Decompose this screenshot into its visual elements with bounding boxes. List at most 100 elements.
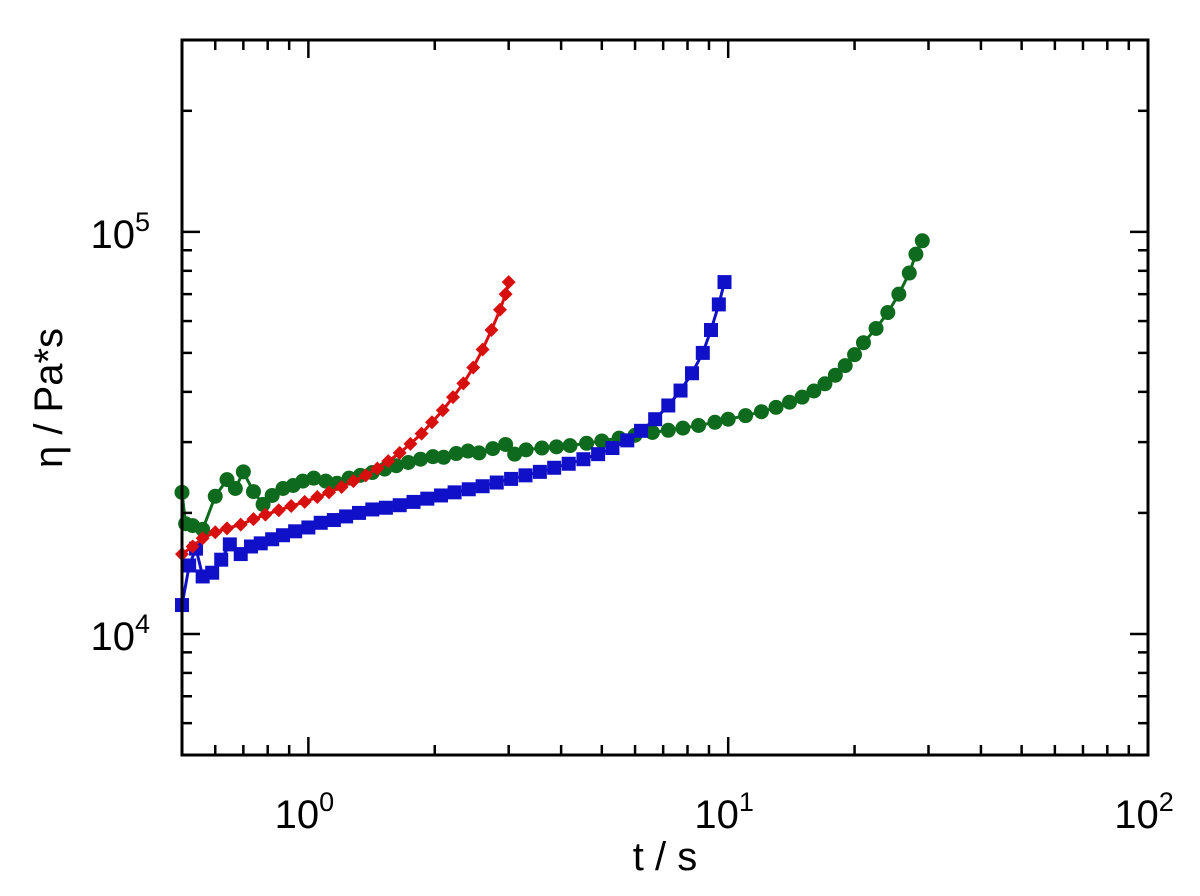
data-point <box>547 460 562 475</box>
data-point <box>253 536 268 551</box>
data-point <box>591 447 606 462</box>
data-point <box>485 441 501 457</box>
data-point <box>297 494 312 509</box>
data-point <box>794 389 810 405</box>
data-point <box>233 517 248 532</box>
data-point <box>207 488 223 504</box>
data-point <box>358 468 373 483</box>
data-point <box>264 487 280 503</box>
data-point <box>275 528 290 543</box>
y-tick-label: 105 <box>90 207 150 257</box>
x-tick-label: 101 <box>694 787 754 837</box>
data-point <box>461 482 476 497</box>
data-point <box>246 512 261 527</box>
data-point <box>492 302 507 317</box>
data-point <box>445 390 460 405</box>
ticks-layer <box>180 38 1150 757</box>
data-point <box>436 449 452 465</box>
data-point <box>695 345 710 360</box>
data-point <box>847 347 863 363</box>
data-point <box>195 531 210 546</box>
data-point <box>660 422 676 438</box>
data-point <box>837 358 853 374</box>
data-point <box>235 464 251 480</box>
data-point <box>868 320 884 336</box>
data-point <box>258 507 273 522</box>
data-point <box>532 464 547 479</box>
data-point <box>827 367 843 383</box>
data-point <box>661 398 676 413</box>
data-point <box>214 552 229 567</box>
data-point <box>703 323 718 338</box>
data-point <box>880 305 896 321</box>
data-point <box>518 442 534 458</box>
data-point <box>711 297 726 312</box>
data-point <box>717 275 732 290</box>
data-point <box>644 424 660 440</box>
series-diamond <box>175 275 516 562</box>
data-point <box>208 525 223 540</box>
data-point <box>782 394 798 410</box>
data-point <box>182 558 197 573</box>
data-point <box>351 505 366 520</box>
data-point <box>504 471 519 486</box>
data-point <box>501 275 516 290</box>
data-point <box>691 417 707 433</box>
data-point <box>222 537 237 552</box>
data-point <box>406 494 421 509</box>
data-point <box>365 502 380 517</box>
data-point <box>561 456 576 471</box>
data-point <box>425 449 441 465</box>
data-point <box>685 366 700 381</box>
data-point <box>720 411 736 427</box>
data-point <box>434 488 449 503</box>
data-point <box>518 468 533 483</box>
data-point <box>447 485 462 500</box>
data-point <box>562 438 578 454</box>
data-point <box>392 498 407 513</box>
y-axis-label: η / Pa*s <box>27 328 71 468</box>
data-point <box>414 426 429 441</box>
data-point <box>901 265 917 281</box>
x-tick-label: 100 <box>275 787 335 837</box>
data-point <box>475 479 490 494</box>
series-square <box>175 275 732 613</box>
data-point <box>195 521 211 537</box>
data-point <box>400 454 416 470</box>
series-line <box>180 281 726 606</box>
data-point <box>318 473 334 489</box>
series-layer <box>174 233 930 613</box>
data-point <box>403 436 418 451</box>
data-point <box>675 420 691 436</box>
data-point <box>334 479 349 494</box>
data-point <box>284 499 299 514</box>
data-point <box>313 515 328 530</box>
series-circle <box>174 233 930 537</box>
data-point <box>306 470 322 486</box>
data-point <box>413 451 429 467</box>
data-point <box>378 500 393 515</box>
data-point <box>620 433 635 448</box>
data-point <box>381 454 396 469</box>
data-point <box>738 408 754 424</box>
plot-frame <box>180 38 1150 757</box>
data-point <box>908 246 924 262</box>
data-point <box>498 436 514 452</box>
data-point <box>484 323 499 338</box>
data-point <box>435 403 450 418</box>
data-point <box>288 524 303 539</box>
data-point <box>370 461 385 476</box>
data-point <box>498 287 513 302</box>
data-point <box>460 443 476 459</box>
data-point <box>227 481 243 497</box>
data-point <box>424 415 439 430</box>
data-point <box>475 342 490 357</box>
data-point <box>346 474 361 489</box>
data-point <box>891 286 907 302</box>
x-axis-label: t / s <box>633 835 697 879</box>
data-point <box>673 383 688 398</box>
data-point <box>245 484 261 500</box>
data-point <box>817 376 833 392</box>
data-point <box>576 452 591 467</box>
